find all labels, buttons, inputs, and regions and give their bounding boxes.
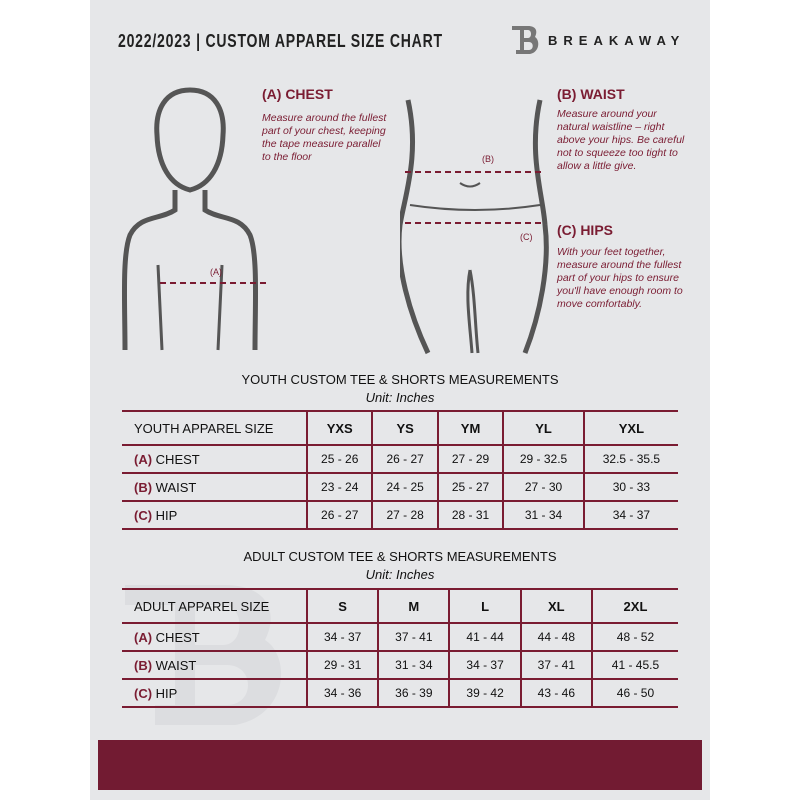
measurement-label: (C) HIP xyxy=(122,500,307,530)
measurement-label: (A) CHEST xyxy=(122,444,307,474)
measurement-name: CHEST xyxy=(155,629,200,645)
size-header: M xyxy=(377,588,450,624)
table-cell: 27 - 28 xyxy=(371,500,438,530)
brand-name: BREAKAWAY xyxy=(548,33,686,48)
table-row: (B) WAIST 23 - 24 24 - 25 25 - 27 27 - 30 30 … xyxy=(122,472,678,502)
youth-size-table: YOUTH APPAREL SIZE YXS YS YM YL YXL (A) CHEST 2… xyxy=(122,410,678,530)
table-cell: 27 - 29 xyxy=(436,444,504,474)
measurement-label: (B) WAIST xyxy=(122,472,307,502)
table-cell: 31 - 34 xyxy=(377,650,450,680)
measurement-name: WAIST xyxy=(155,657,197,673)
table-cell: 44 - 48 xyxy=(519,622,592,652)
size-header: YXL xyxy=(582,410,678,446)
measurement-label: (B) WAIST xyxy=(122,650,307,680)
measurement-code: (A) xyxy=(134,629,153,645)
measurement-code: (B) xyxy=(134,657,153,673)
table-cell: 34 - 36 xyxy=(305,678,379,708)
adult-unit: Unit: Inches xyxy=(365,567,435,582)
table-cell: 29 - 31 xyxy=(305,650,379,680)
size-header: YM xyxy=(436,410,504,446)
measurement-name: HIP xyxy=(155,507,178,523)
table-cell: 26 - 27 xyxy=(305,500,373,530)
table-cell: 48 - 52 xyxy=(590,622,678,652)
hips-marker: (C) xyxy=(520,232,533,242)
table-cell: 37 - 41 xyxy=(519,650,592,680)
table-cell: 27 - 30 xyxy=(502,472,584,502)
measurement-code: (A) xyxy=(134,451,153,467)
table-cell: 34 - 37 xyxy=(305,622,379,652)
chest-description: Measure around the fullest part of your … xyxy=(262,112,387,163)
table-cell: 37 - 41 xyxy=(377,622,450,652)
measurement-code: (C) xyxy=(134,685,153,701)
table-header-row: ADULT APPAREL SIZE S M L XL 2XL xyxy=(122,588,678,624)
table-cell: 39 - 42 xyxy=(448,678,521,708)
table-cell: 25 - 27 xyxy=(436,472,504,502)
table-row: (B) WAIST 29 - 31 31 - 34 34 - 37 37 - 41 41 … xyxy=(122,650,678,680)
size-chart-page: 2022/2023 | CUSTOM APPAREL SIZE CHART BR… xyxy=(90,0,710,800)
youth-unit: Unit: Inches xyxy=(365,390,435,405)
table-cell: 41 - 44 xyxy=(448,622,521,652)
table-row: (C) HIP 26 - 27 27 - 28 28 - 31 31 - 34 34 - … xyxy=(122,500,678,530)
table-cell: 34 - 37 xyxy=(582,500,678,530)
table-cell: 43 - 46 xyxy=(519,678,592,708)
measurement-name: HIP xyxy=(155,685,178,701)
table-cell: 26 - 27 xyxy=(371,444,438,474)
size-header: XL xyxy=(519,588,592,624)
table-cell: 31 - 34 xyxy=(502,500,584,530)
chest-heading: (A) CHEST xyxy=(262,86,333,102)
chest-figure xyxy=(121,87,270,351)
brand-logo xyxy=(512,26,539,54)
adult-table-title: ADULT CUSTOM TEE & SHORTS MEASUREMENTS xyxy=(243,549,557,564)
table-header-row: YOUTH APPAREL SIZE YXS YS YM YL YXL xyxy=(122,410,678,446)
chest-marker: (A) xyxy=(210,267,222,277)
size-header: YL xyxy=(502,410,584,446)
size-header: S xyxy=(305,588,379,624)
waist-hips-figure xyxy=(400,99,549,355)
measurement-label: (A) CHEST xyxy=(122,622,307,652)
table-cell: 41 - 45.5 xyxy=(590,650,678,680)
measurement-label: (C) HIP xyxy=(122,678,307,708)
table-cell: 24 - 25 xyxy=(371,472,438,502)
table-cell: 29 - 32.5 xyxy=(502,444,584,474)
measurement-name: CHEST xyxy=(155,451,200,467)
size-header: L xyxy=(448,588,521,624)
size-header: YS xyxy=(371,410,438,446)
header-label: ADULT APPAREL SIZE xyxy=(122,588,307,624)
adult-size-table: ADULT APPAREL SIZE S M L XL 2XL (A) CHEST 34 - … xyxy=(122,588,678,708)
table-cell: 23 - 24 xyxy=(305,472,373,502)
table-cell: 28 - 31 xyxy=(436,500,504,530)
header-label: YOUTH APPAREL SIZE xyxy=(122,410,307,446)
table-cell: 30 - 33 xyxy=(582,472,678,502)
measurement-code: (C) xyxy=(134,507,153,523)
waist-description: Measure around your natural waistline – … xyxy=(557,108,685,172)
waist-heading: (B) WAIST xyxy=(557,86,625,102)
footer-bar xyxy=(98,740,702,790)
waist-marker: (B) xyxy=(482,154,494,164)
measurement-name: WAIST xyxy=(155,479,197,495)
measurement-code: (B) xyxy=(134,479,153,495)
page-title: 2022/2023 | CUSTOM APPAREL SIZE CHART xyxy=(118,31,443,51)
table-cell: 36 - 39 xyxy=(377,678,450,708)
table-row: (C) HIP 34 - 36 36 - 39 39 - 42 43 - 46 46 - … xyxy=(122,678,678,708)
size-header: YXS xyxy=(305,410,373,446)
hips-description: With your feet together, measure around … xyxy=(557,246,683,310)
table-cell: 32.5 - 35.5 xyxy=(582,444,678,474)
table-cell: 25 - 26 xyxy=(305,444,373,474)
table-row: (A) CHEST 34 - 37 37 - 41 41 - 44 44 - 48 48 … xyxy=(122,622,678,652)
table-cell: 34 - 37 xyxy=(448,650,521,680)
table-cell: 46 - 50 xyxy=(590,678,678,708)
table-row: (A) CHEST 25 - 26 26 - 27 27 - 29 29 - 32.5 3… xyxy=(122,444,678,474)
size-header: 2XL xyxy=(590,588,678,624)
hips-heading: (C) HIPS xyxy=(557,222,613,238)
youth-table-title: YOUTH CUSTOM TEE & SHORTS MEASUREMENTS xyxy=(241,372,559,387)
